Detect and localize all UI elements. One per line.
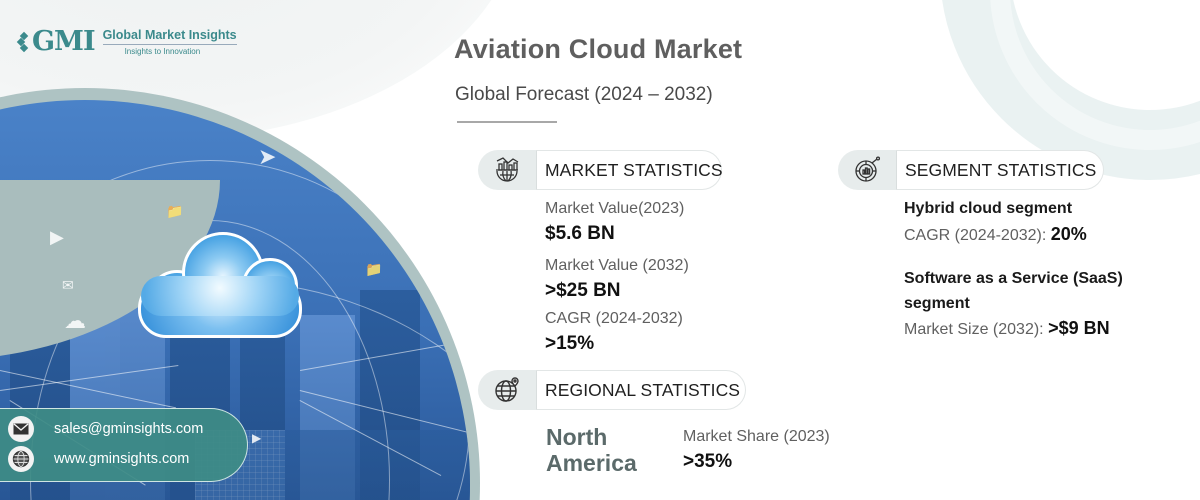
page-subtitle: Global Forecast (2024 – 2032): [455, 84, 713, 105]
cagr-label: CAGR (2024-2032): [545, 310, 683, 327]
saas-market-size-value: >$9 BN: [1048, 318, 1110, 338]
folder-icon: 📁: [365, 261, 383, 277]
cloud-icon: [130, 232, 310, 340]
market-value-2023-label: Market Value(2023): [545, 200, 685, 217]
contact-website-row[interactable]: www.gminsights.com: [8, 446, 189, 472]
logo-diamonds-icon: [16, 31, 30, 52]
market-value-2023-value: $5.6 BN: [545, 223, 615, 244]
contact-email-row[interactable]: sales@gminsights.com: [8, 416, 203, 442]
cursor-arrow-icon: ➤: [258, 144, 277, 169]
region-name-line2: America: [546, 450, 637, 476]
market-value-2032-label: Market Value (2032): [545, 257, 689, 274]
hybrid-cloud-cagr-value: 20%: [1050, 224, 1087, 244]
target-chart-icon: [838, 150, 896, 190]
logo-mark: GMI: [16, 26, 96, 57]
saas-market-size: Market Size (2032): >$9 BN: [904, 318, 1110, 339]
play-icon: ▶: [50, 227, 64, 247]
gmi-logo: GMI Global Market Insights Insights to I…: [16, 26, 237, 57]
segment-statistics-title: SEGMENT STATISTICS: [896, 150, 1104, 190]
logo-mark-text: GMI: [32, 26, 96, 57]
contact-bar: sales@gminsights.com www.gminsights.com: [0, 408, 248, 482]
cagr-value: >15%: [545, 333, 595, 354]
hybrid-cloud-cagr: CAGR (2024-2032): 20%: [904, 224, 1087, 245]
saas-market-size-label: Market Size (2032):: [904, 321, 1049, 338]
play-icon: ▶: [252, 431, 262, 445]
chart-globe-icon: [478, 150, 536, 190]
small-cloud-icon: ☁: [64, 308, 86, 333]
market-statistics-header: MARKET STATISTICS: [478, 150, 723, 190]
region-name-line1: North: [546, 424, 608, 450]
hybrid-cloud-segment-title: Hybrid cloud segment: [904, 200, 1073, 217]
regional-statistics-title: REGIONAL STATISTICS: [536, 370, 746, 410]
market-share-value: >35%: [683, 451, 733, 472]
globe-pin-icon: [478, 370, 536, 410]
market-value-2032-value: >$25 BN: [545, 280, 621, 301]
saas-segment-title-line1: Software as a Service (SaaS): [904, 270, 1123, 287]
hybrid-cloud-cagr-label: CAGR (2024-2032):: [904, 227, 1051, 244]
folder-icon: 📁: [166, 203, 184, 219]
mail-icon: ✉: [62, 277, 74, 293]
contact-email[interactable]: sales@gminsights.com: [54, 421, 204, 437]
title-divider: [457, 121, 557, 123]
page-title: Aviation Cloud Market: [454, 34, 743, 64]
logo-company-name: Global Market Insights: [102, 28, 237, 45]
saas-segment-title-line2: segment: [904, 295, 970, 312]
envelope-icon: [8, 416, 34, 442]
regional-statistics-header: REGIONAL STATISTICS: [478, 370, 746, 410]
region-name: North America: [546, 424, 637, 476]
market-share-label: Market Share (2023): [683, 428, 830, 445]
globe-icon: [8, 446, 34, 472]
segment-statistics-header: SEGMENT STATISTICS: [838, 150, 1104, 190]
logo-tagline: Insights to Innovation: [124, 46, 201, 56]
contact-website[interactable]: www.gminsights.com: [54, 451, 190, 467]
market-statistics-title: MARKET STATISTICS: [536, 150, 723, 190]
